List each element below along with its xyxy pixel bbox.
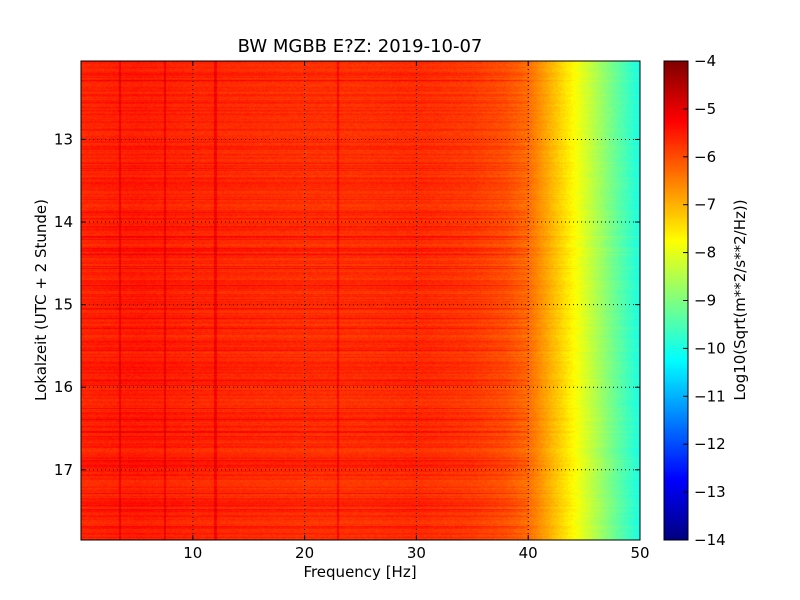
plot-frame [80, 60, 641, 541]
y-axis-label: Lokalzeit (UTC + 2 Stunde) [32, 199, 50, 401]
x-tick-label: 50 [630, 544, 649, 562]
colorbar-tick-label: −10 [694, 339, 726, 357]
x-tick-label: 40 [519, 544, 538, 562]
y-tick-label: 17 [54, 461, 73, 479]
y-tick-label: 15 [54, 296, 73, 314]
colorbar-tick-label: −14 [694, 531, 726, 549]
colorbar-tick-label: −4 [694, 52, 716, 70]
x-tick-label: 20 [295, 544, 314, 562]
x-tick-label: 10 [183, 544, 202, 562]
y-tick-label: 16 [54, 378, 73, 396]
colorbar-tick-label: −6 [694, 148, 716, 166]
colorbar-tick-label: −9 [694, 292, 716, 310]
colorbar-label: Log10(Sqrt(m**2/s**2/Hz)) [731, 199, 749, 400]
grid-lines [81, 61, 640, 540]
x-tick-label: 30 [407, 544, 426, 562]
colorbar-tick-label: −8 [694, 244, 716, 262]
colorbar-tick-label: −11 [694, 387, 726, 405]
colorbar-tick-label: −7 [694, 196, 716, 214]
x-axis-ticks: 10 20 30 40 50 [183, 61, 650, 562]
colorbar-tick-label: −5 [694, 100, 716, 118]
x-axis-label: Frequency [Hz] [303, 563, 416, 581]
spectrogram-heatmap [81, 61, 640, 540]
y-tick-label: 14 [54, 213, 73, 231]
colorbar-ticks: −4 −5 −6 −7 −8 −9 −10 −11 −12 −13 −14 [683, 52, 726, 549]
colorbar-tick-label: −12 [694, 435, 726, 453]
colorbar-tick-label: −13 [694, 483, 726, 501]
y-axis-ticks: 13 14 15 16 17 [54, 130, 640, 479]
y-tick-label: 13 [54, 130, 73, 148]
chart-title: BW MGBB E?Z: 2019-10-07 [238, 36, 483, 57]
